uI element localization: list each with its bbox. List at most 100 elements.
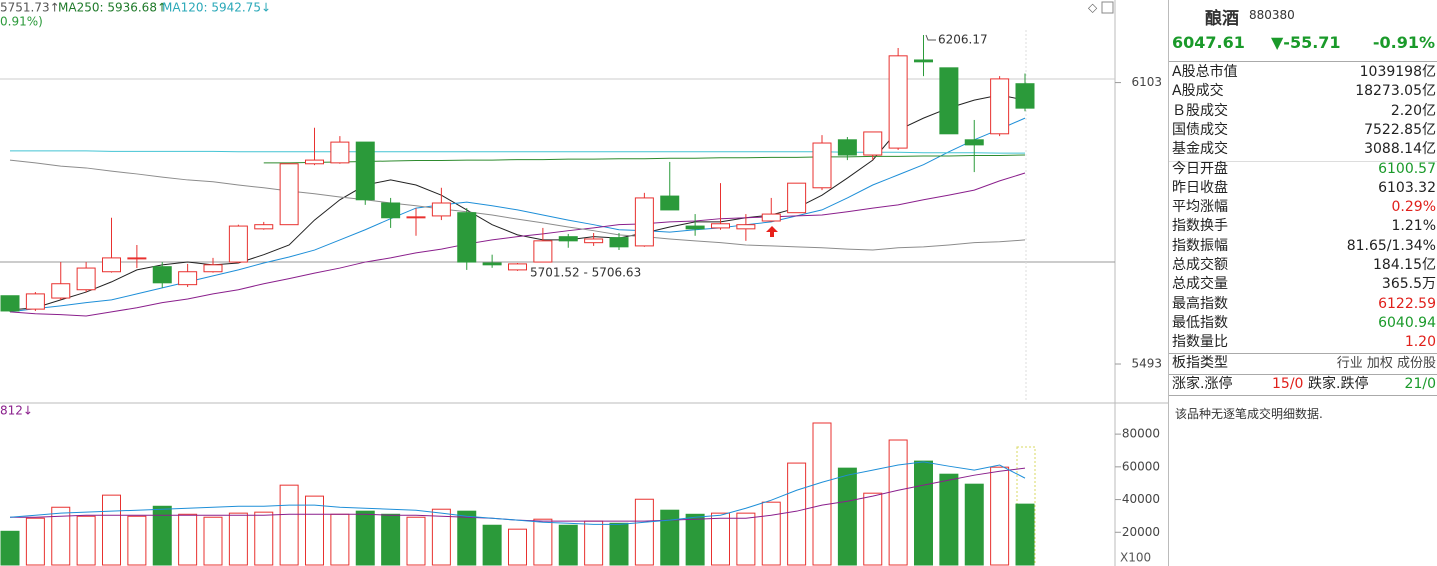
candle-body (228, 225, 248, 263)
row-label: 昨日收盘 (1172, 179, 1228, 196)
high-annotation: 6206.17 (938, 33, 988, 47)
stat-row: 指数换手 1.21% (1172, 217, 1436, 236)
volume-label: 812↓ (0, 404, 33, 418)
candle-body (0, 295, 20, 312)
row-label: Ｂ股成交 (1172, 102, 1228, 119)
row-value: 21/0 (1404, 376, 1436, 392)
row-label: 指数振幅 (1172, 237, 1228, 254)
candle-body (837, 139, 857, 156)
volume-bar (127, 515, 147, 566)
row-value: 2.20亿 (1390, 102, 1436, 119)
candle-body (914, 59, 933, 63)
volume-bar (939, 473, 959, 566)
volume-bar (431, 508, 451, 566)
volume-bar (228, 512, 248, 566)
chart: 5751.73↑ MA250: 5936.68↑ MA120: 5942.75↓… (0, 0, 1168, 566)
scroll-button[interactable] (1101, 1, 1114, 14)
volume-unit: X100 (1120, 551, 1151, 565)
volume-bar (51, 506, 71, 566)
stat-row: 基金成交 3088.14亿 (1172, 140, 1436, 159)
row-value[interactable]: 行业 加权 成份股 (1336, 356, 1436, 371)
stat-row: 国债成交 7522.85亿 (1172, 121, 1436, 140)
row-label: 涨家.涨停 (1172, 376, 1233, 392)
volume-bar (279, 484, 299, 566)
candle-body (888, 55, 908, 149)
signal-arrow (766, 226, 778, 237)
volume-bar (584, 520, 604, 566)
volume-bar (914, 460, 933, 566)
volume-bar (457, 510, 477, 566)
row-value: 6100.57 (1378, 160, 1436, 177)
row-label: A股总市值 (1172, 64, 1238, 80)
quote-panel: 酿酒 880380 6047.61 ▼-55.71 -0.91% A股总市值 10… (1168, 0, 1437, 566)
candle-body (279, 163, 299, 226)
ma-line (9, 172, 1026, 317)
candle-body (102, 257, 121, 273)
row-label: 指数量比 (1172, 334, 1228, 351)
volume-bar (685, 513, 705, 566)
ma-line (263, 154, 1026, 164)
row-value: 6122.59 (1378, 295, 1436, 312)
stat-row: 指数振幅 81.65/1.34% (1172, 237, 1436, 256)
candle-body (51, 283, 71, 299)
ma-line (9, 159, 1026, 251)
row-value: 1039198亿 (1359, 64, 1436, 80)
row-label: 总成交额 (1172, 257, 1228, 273)
candle-body (787, 182, 807, 214)
row-label: 今日开盘 (1172, 160, 1228, 177)
row-value: 0.29% (1391, 199, 1436, 216)
candle-body (330, 141, 350, 164)
volume-bar (102, 494, 121, 566)
row-label: 总成交量 (1172, 276, 1228, 293)
separator (1169, 353, 1437, 354)
candle-body (381, 202, 401, 219)
candle-body (431, 202, 451, 217)
candle-body (736, 224, 756, 230)
stat-row: 总成交额 184.15亿 (1172, 256, 1436, 275)
volume-bar (736, 512, 756, 566)
row-value: 3088.14亿 (1364, 141, 1436, 158)
separator (1169, 395, 1437, 396)
volume-bar (0, 530, 20, 566)
volume-bar (888, 439, 908, 566)
stat-row: A股总市值 1039198亿 (1172, 63, 1436, 82)
volume-bar (254, 511, 274, 566)
y-tick-label: 6103 (1131, 75, 1162, 89)
row-value: 184.15亿 (1373, 257, 1436, 273)
icon[interactable]: ◇ (1088, 1, 1098, 15)
volume-bar (634, 498, 654, 566)
volume-bar (863, 492, 883, 566)
candle-body (76, 267, 96, 291)
stat-row: 总成交量 365.5万 (1172, 275, 1436, 294)
candle-body (609, 237, 629, 248)
candle-body (406, 216, 426, 219)
header-item: MA250: 5936.68↑ (58, 1, 167, 15)
volume-bar (1015, 503, 1035, 566)
volume-bar (508, 528, 527, 566)
row-label: 最高指数 (1172, 295, 1228, 312)
note: 该品种无逐笔成交明细数据. (1175, 407, 1323, 421)
candle-body (203, 264, 223, 273)
volume-bar (76, 515, 96, 566)
volume-bar (203, 516, 223, 566)
row-label: 跌家.跌停 (1308, 376, 1369, 392)
volume-bar (711, 512, 730, 566)
y-tick-label: 5493 (1131, 357, 1162, 371)
candle-body (990, 78, 1010, 135)
volume-bar (660, 509, 680, 566)
candle-body (660, 195, 680, 211)
row-value: 6040.94 (1378, 314, 1436, 331)
volume-bar (558, 524, 578, 566)
row-value: 6103.32 (1378, 179, 1436, 196)
candle-body (305, 159, 324, 165)
separator (1169, 374, 1437, 375)
row-value: 7522.85亿 (1364, 121, 1436, 138)
volume-bar (609, 522, 629, 566)
stat-row: 最高指数 6122.59 (1172, 295, 1436, 314)
volume-bar (787, 462, 807, 566)
row-label: 平均涨幅 (1172, 199, 1228, 216)
row-value: 365.5万 (1381, 276, 1436, 293)
index-code: 880380 (1249, 8, 1295, 22)
index-name: 酿酒 (1205, 9, 1239, 29)
candle-body (127, 257, 147, 260)
